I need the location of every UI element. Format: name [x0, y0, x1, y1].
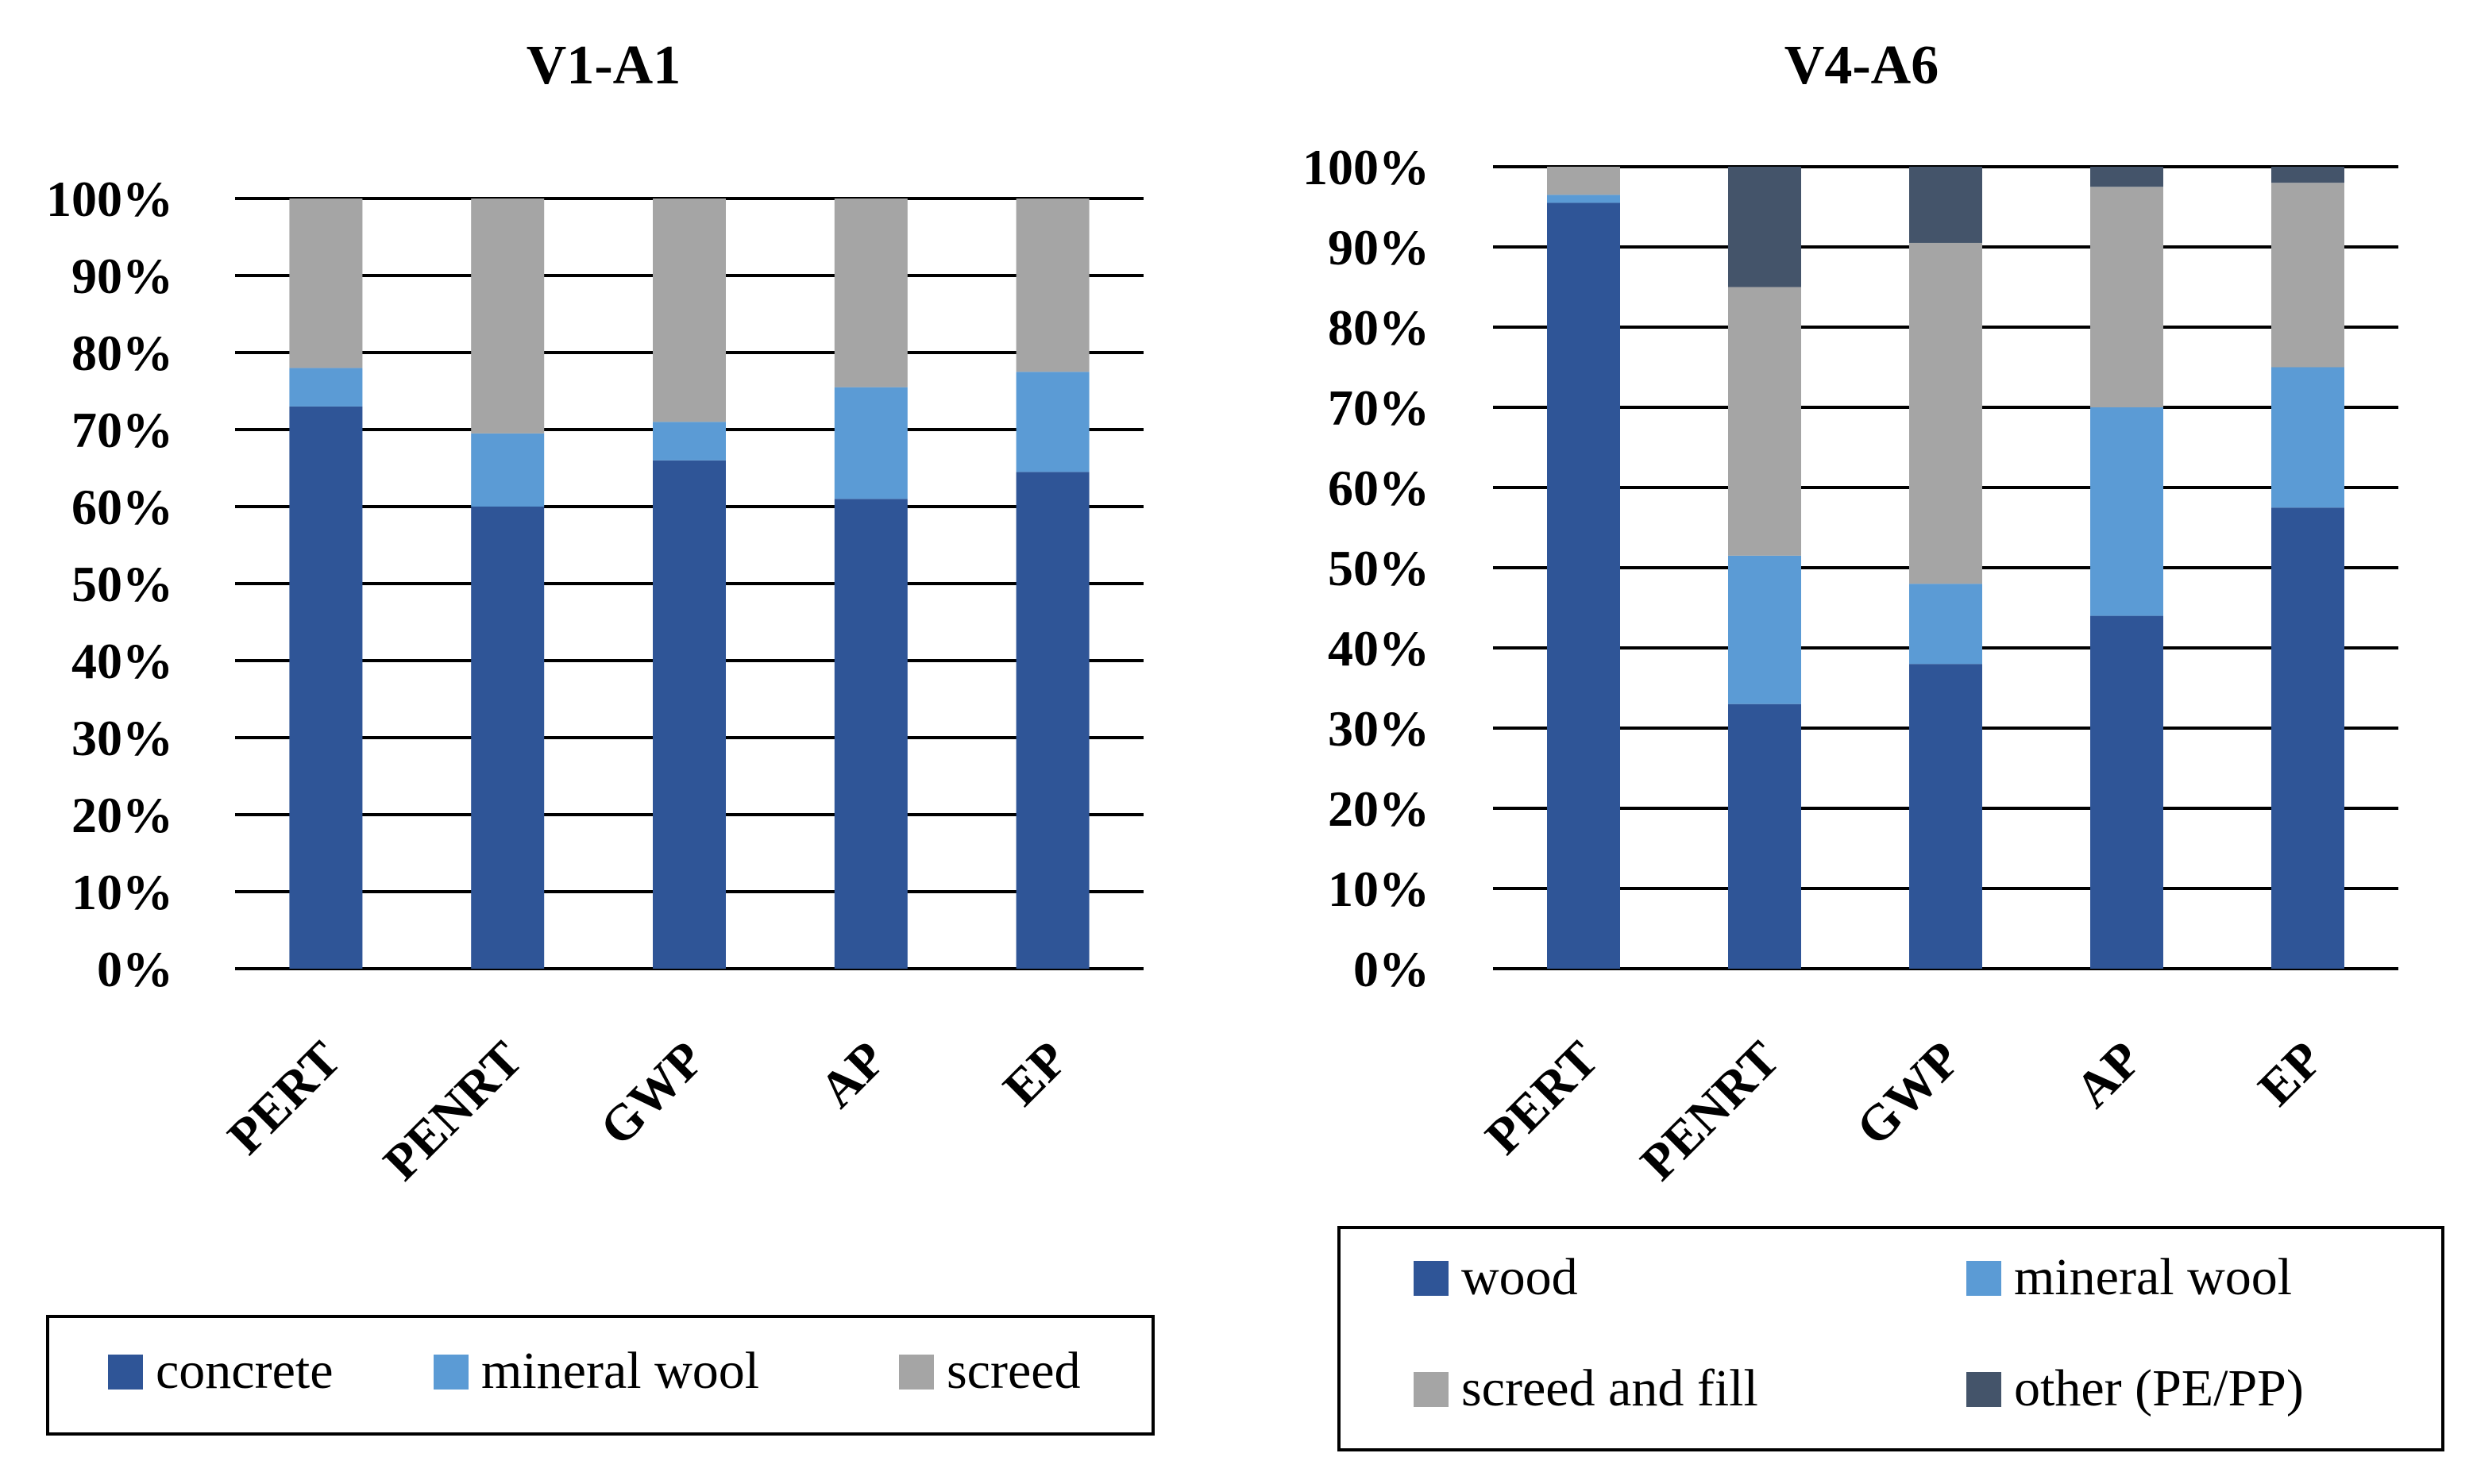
x-tick-label: PERT: [1475, 1031, 1609, 1165]
bar-ep-mineral-wool: [1016, 372, 1090, 472]
bar-pert-screed-and-fill: [1547, 167, 1620, 195]
legend-swatch-concrete: [108, 1355, 143, 1390]
y-tick-label: 40%: [71, 633, 173, 689]
bar-ap-concrete: [834, 499, 908, 969]
x-tick-label: PENRT: [1630, 1031, 1790, 1191]
bar-gwp-concrete: [653, 460, 726, 969]
bar-ap-screed-and-fill: [2090, 187, 2163, 407]
legend-label-mineral-wool: mineral wool: [2014, 1248, 2292, 1306]
bar-ap-wood: [2090, 615, 2163, 969]
y-tick-label: 50%: [71, 556, 173, 612]
x-tick-label: EP: [992, 1031, 1078, 1116]
x-tick-label: EP: [2247, 1031, 2333, 1116]
bar-ep-other-pe-pp: [2271, 167, 2344, 183]
legend-swatch-mineral-wool: [1966, 1261, 2001, 1296]
bar-gwp-mineral-wool: [653, 422, 726, 461]
legend-label-other-pe-pp: other (PE/PP): [2014, 1359, 2304, 1417]
x-tick-label: GWP: [1846, 1031, 1971, 1156]
bar-gwp-mineral-wool: [1909, 584, 1982, 665]
chart-title: V4-A6: [1784, 35, 1939, 96]
bar-pert-screed: [289, 199, 363, 368]
bar-pert-concrete: [289, 406, 363, 969]
bar-penrt-other-pe-pp: [1728, 167, 1801, 287]
bar-pert-mineral-wool: [1547, 195, 1620, 203]
bar-pert-mineral-wool: [289, 368, 363, 407]
bar-penrt-wood: [1728, 703, 1801, 969]
x-tick-label: AP: [808, 1031, 897, 1119]
x-tick-label: AP: [2064, 1031, 2152, 1119]
x-tick-label: PENRT: [372, 1031, 533, 1191]
legend-label-concrete: concrete: [156, 1342, 334, 1400]
y-tick-label: 70%: [1328, 380, 1429, 436]
y-tick-label: 20%: [1328, 781, 1429, 837]
bar-ep-wood: [2271, 507, 2344, 969]
y-tick-label: 50%: [1328, 540, 1429, 596]
y-tick-label: 80%: [1328, 299, 1429, 356]
y-tick-label: 0%: [1353, 941, 1429, 997]
legend-box: [46, 1315, 1155, 1436]
bar-ep-screed: [1016, 199, 1090, 372]
y-tick-label: 60%: [1328, 460, 1429, 516]
legend-box: [1337, 1226, 2444, 1451]
bar-ep-screed-and-fill: [2271, 183, 2344, 368]
bar-penrt-concrete: [471, 507, 545, 969]
legend-label-screed-and-fill: screed and fill: [1461, 1359, 1758, 1417]
bar-gwp-other-pe-pp: [1909, 167, 1982, 243]
y-tick-label: 70%: [71, 402, 173, 458]
y-tick-label: 10%: [71, 864, 173, 920]
bar-ep-concrete: [1016, 472, 1090, 969]
bar-ap-screed: [834, 199, 908, 387]
y-tick-label: 90%: [1328, 219, 1429, 276]
bar-penrt-screed-and-fill: [1728, 287, 1801, 556]
legend-swatch-other-pe-pp: [1966, 1372, 2001, 1407]
y-tick-label: 80%: [71, 325, 173, 381]
legend-swatch-screed-and-fill: [1414, 1372, 1449, 1407]
y-tick-label: 20%: [71, 787, 173, 843]
bar-ap-mineral-wool: [834, 387, 908, 499]
x-tick-label: PERT: [217, 1031, 351, 1165]
chart-v1-a1: V1-A1 0% 10% 20% 30% 40% 50% 60% 70% 80% 90% 100% PE…: [46, 35, 1155, 1436]
y-tick-label: 10%: [1328, 861, 1429, 917]
y-tick-label: 40%: [1328, 620, 1429, 676]
legend-swatch-wood: [1414, 1261, 1449, 1296]
y-tick-label: 100%: [46, 171, 173, 227]
y-tick-label: 30%: [1328, 700, 1429, 757]
bar-gwp-screed: [653, 199, 726, 422]
bar-pert-wood: [1547, 202, 1620, 969]
y-tick-label: 90%: [71, 248, 173, 304]
bar-gwp-wood: [1909, 664, 1982, 969]
y-tick-label: 100%: [1302, 139, 1429, 195]
bar-penrt-mineral-wool: [471, 433, 545, 507]
legend-label-wood: wood: [1461, 1248, 1578, 1306]
legend-label-screed: screed: [947, 1342, 1081, 1400]
bar-penrt-screed: [471, 199, 545, 434]
legend-swatch-screed: [899, 1355, 934, 1390]
chart-v4-a6: V4-A6 0% 10% 20% 30% 40% 50% 60% 70% 80% 90% 100% PE…: [1302, 35, 2444, 1451]
y-tick-label: 60%: [71, 479, 173, 535]
bar-penrt-mineral-wool: [1728, 555, 1801, 704]
legend-label-mineral-wool: mineral wool: [481, 1342, 759, 1400]
x-tick-label: GWP: [589, 1031, 715, 1156]
y-tick-label: 30%: [71, 710, 173, 766]
bar-gwp-screed-and-fill: [1909, 242, 1982, 584]
chart-title: V1-A1: [527, 35, 681, 96]
y-tick-label: 0%: [97, 941, 173, 997]
legend-swatch-mineral-wool: [434, 1355, 469, 1390]
bar-ap-other-pe-pp: [2090, 167, 2163, 187]
bar-ep-mineral-wool: [2271, 367, 2344, 508]
bar-ap-mineral-wool: [2090, 407, 2163, 616]
